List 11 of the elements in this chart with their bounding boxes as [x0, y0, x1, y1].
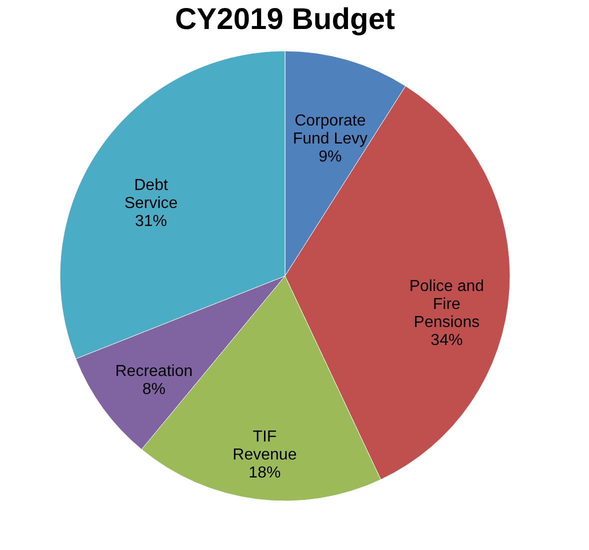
- slice-label: Corporate Fund Levy: [292, 112, 368, 148]
- data-label: 18%: [248, 464, 281, 482]
- slice-label: Recreation: [115, 363, 193, 380]
- data-label: 8%: [142, 381, 166, 398]
- data-label: 34%: [430, 332, 463, 350]
- data-label: 9%: [318, 148, 342, 166]
- slice-label: Debt Service: [124, 176, 178, 212]
- slice-label: Police and Fire Pensions: [409, 278, 484, 332]
- chart-title: CY2019 Budget: [174, 3, 396, 36]
- data-label: 31%: [134, 212, 168, 230]
- slice-label: TIF Revenue: [232, 428, 297, 464]
